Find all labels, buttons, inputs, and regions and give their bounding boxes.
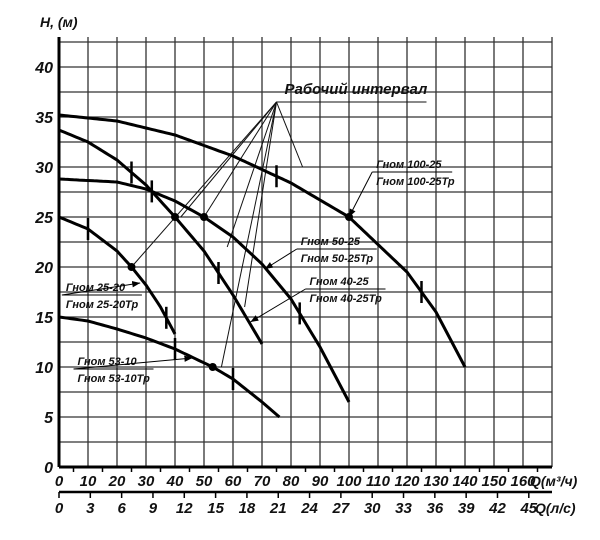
x-tick-label: 20 [108,473,126,490]
x2-tick-label: 45 [519,500,537,517]
x-tick-label: 10 [80,473,97,490]
y-tick-label: 5 [44,410,54,427]
x2-tick-label: 15 [207,500,224,517]
y-tick-label: 30 [35,160,53,177]
series-line-0 [58,113,467,368]
y-tick-label: 40 [34,60,53,77]
series-line-2 [58,128,264,345]
working-interval-leader [220,101,277,368]
y-tick-label: 0 [44,460,53,477]
x-tick-label: 40 [166,473,184,490]
annotation-working-interval: Рабочий интервал [285,81,429,98]
series-label-arrow [264,248,298,270]
x-tick-label: 100 [336,473,362,490]
series-label-arrow [61,281,141,296]
x-tick-label: 70 [254,473,271,490]
working-interval-leader [226,101,277,248]
x2-tick-label: 42 [488,500,506,517]
x-tick-label: 140 [452,473,478,490]
x2-tick-label: 39 [458,500,475,517]
operating-point [200,213,208,221]
y-tick-label: 25 [34,210,54,227]
y-tick-label: 35 [35,110,54,127]
series-label-secondary: Гном 25-20Тр [66,299,139,311]
x2-tick-label: 36 [426,500,443,517]
operating-point [208,363,217,371]
series-label-secondary: Гном 40-25Тр [310,293,383,305]
x2-tick-label: 27 [332,500,350,517]
x-tick-label: 60 [225,473,242,490]
y-tick-label: 20 [34,260,53,277]
series-label: Гном 100-25 [376,159,442,171]
y-tick-label: 10 [35,360,53,377]
series-line-3 [58,215,177,335]
x-tick-label: 80 [283,473,300,490]
x-axis-label-secondary: Q(л/с) [535,500,576,516]
x-tick-label: 150 [481,473,507,490]
series-label-secondary: Гном 53-10Тр [78,373,151,385]
x2-tick-label: 0 [55,500,64,517]
x-tick-label: 90 [312,473,329,490]
working-interval-leader [244,101,277,308]
x-tick-label: 50 [196,473,213,490]
working-interval-leader [180,101,277,218]
x2-tick-label: 18 [239,500,256,517]
series-label: Гном 50-25 [301,236,361,248]
series-line-4 [58,315,281,419]
x2-tick-label: 24 [300,500,318,517]
x-axis-label: Q(м³/ч) [530,473,578,489]
x2-tick-label: 9 [149,500,158,517]
y-tick-label: 15 [35,310,54,327]
series-label-arrow [250,288,306,323]
series-label-secondary: Гном 100-25Тр [376,176,455,188]
series-label: Гном 53-10 [78,356,138,368]
x-tick-label: 130 [423,473,449,490]
x-tick-label: 110 [366,473,391,490]
x2-tick-label: 33 [395,500,412,517]
operating-point [171,213,179,221]
series-label-arrow [73,355,193,370]
series-label-arrow [348,171,373,218]
x-tick-label: 120 [394,473,420,490]
working-interval-leader [131,101,277,268]
working-interval-leader [276,101,304,168]
x-tick-label: 160 [510,473,536,490]
x-tick-label: 30 [138,473,155,490]
x2-tick-label: 6 [117,500,126,517]
operating-point [127,263,136,271]
x2-tick-label: 21 [269,500,287,517]
x-tick-label: 0 [55,473,64,490]
series-label: Гном 40-25 [310,276,370,288]
series-label-secondary: Гном 50-25Тр [301,253,374,265]
x2-tick-label: 12 [176,500,193,517]
series-label: Гном 25-20 [66,282,126,294]
x2-tick-label: 30 [364,500,381,517]
x2-tick-label: 3 [86,500,95,517]
y-axis-label: H, (м) [40,14,78,30]
